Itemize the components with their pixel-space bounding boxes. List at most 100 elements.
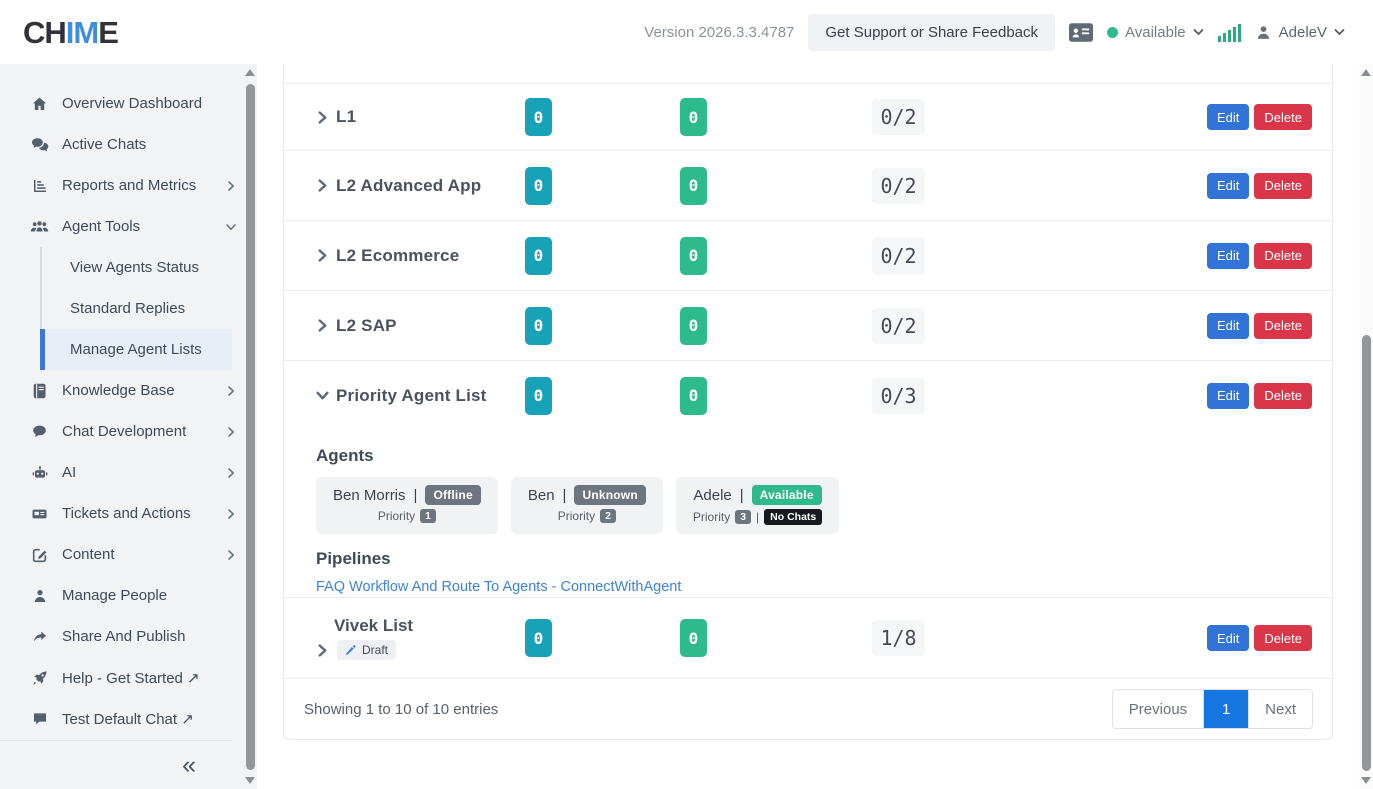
edit-button[interactable]: Edit [1207, 625, 1250, 651]
chat-bubble-icon [30, 423, 49, 440]
expand-chevron-icon[interactable] [316, 643, 329, 657]
expand-chevron-icon[interactable] [316, 179, 329, 192]
agent-status-badge: Unknown [574, 485, 646, 505]
agents-ratio-badge: 0/2 [872, 167, 925, 204]
app-logo: CHIME [23, 14, 119, 50]
list-name: L1 [336, 107, 357, 126]
sidebar-item-label: Agent Tools [62, 218, 141, 235]
edit-button[interactable]: Edit [1207, 104, 1250, 130]
delete-button[interactable]: Delete [1254, 104, 1312, 130]
sidebar-item-label: Active Chats [62, 136, 147, 153]
sidebar: Overview Dashboard Active Chats Reports … [0, 64, 257, 789]
expand-chevron-icon[interactable] [316, 110, 329, 124]
header-right: Version 2026.3.3.4787 Get Support or Sha… [644, 13, 1373, 51]
logo-text: CH [23, 14, 67, 50]
sidebar-item-agent-tools[interactable]: Agent Tools [0, 206, 257, 247]
scroll-down-arrow-icon[interactable] [1361, 777, 1371, 784]
priority-label: Priority [692, 510, 731, 524]
collapse-chevron-icon[interactable] [316, 389, 329, 402]
chats-icon [30, 136, 49, 153]
contact-card-icon[interactable] [1069, 22, 1094, 42]
priority-number-badge: 2 [600, 509, 616, 523]
previous-page-button[interactable]: Previous [1112, 690, 1204, 728]
home-icon [30, 95, 49, 112]
sidebar-item-content[interactable]: Content [0, 534, 257, 575]
agent-cards: Ben Morris | Offline Priority 1 Ben | Un… [316, 477, 1302, 534]
sidebar-item-label: Share And Publish [62, 628, 186, 645]
active-count-badge: 0 [525, 236, 552, 275]
delete-button[interactable]: Delete [1254, 242, 1312, 269]
page-1-button[interactable]: 1 [1203, 690, 1249, 728]
sidebar-item-label: Help - Get Started ↗ [62, 669, 200, 687]
active-count-badge: 0 [525, 376, 552, 415]
pipeline-link[interactable]: FAQ Workflow And Route To Agents - Conne… [316, 579, 682, 595]
agents-section-title: Agents [316, 446, 374, 465]
sidebar-item-knowledge-base[interactable]: Knowledge Base [0, 370, 257, 411]
agent-lists-card: L1 0 0 0/2 Edit Delete L2 Advanced App 0… [283, 64, 1333, 740]
scroll-up-arrow-icon[interactable] [1361, 69, 1371, 76]
sidebar-item-tickets-and-actions[interactable]: Tickets and Actions [0, 493, 257, 534]
sidebar-item-label: Reports and Metrics [62, 177, 197, 194]
agent-status-badge: Available [751, 485, 822, 505]
delete-button[interactable]: Delete [1254, 312, 1312, 339]
waiting-count-badge: 0 [680, 306, 707, 345]
sidebar-item-label: Overview Dashboard [62, 95, 203, 112]
agents-ratio-badge: 0/2 [872, 237, 925, 274]
signal-bars-icon[interactable] [1217, 23, 1241, 42]
edit-button[interactable]: Edit [1207, 312, 1250, 339]
sidebar-item-overview-dashboard[interactable]: Overview Dashboard [0, 83, 257, 124]
sidebar-subitem-view-agents-status[interactable]: View Agents Status [40, 247, 232, 288]
sidebar-item-ai[interactable]: AI [0, 452, 257, 493]
top-bar: CHIME Version 2026.3.3.4787 Get Support … [0, 0, 1373, 64]
delete-button[interactable]: Delete [1254, 172, 1312, 199]
priority-label: Priority [557, 509, 596, 523]
user-menu[interactable]: AdeleV [1255, 24, 1345, 41]
sidebar-collapse-button[interactable]: « [176, 752, 202, 779]
sidebar-item-active-chats[interactable]: Active Chats [0, 124, 257, 165]
version-label: Version 2026.3.3.4787 [644, 23, 795, 41]
sidebar-item-manage-people[interactable]: Manage People [0, 575, 257, 616]
person-icon [30, 587, 49, 604]
agents-ratio-badge: 0/2 [872, 307, 925, 344]
availability-dropdown[interactable]: Available [1107, 24, 1204, 41]
robot-icon [30, 464, 49, 481]
sidebar-subitem-standard-replies[interactable]: Standard Replies [40, 288, 232, 329]
delete-button[interactable]: Delete [1254, 625, 1312, 651]
list-name: L2 SAP [336, 315, 397, 335]
support-feedback-button[interactable]: Get Support or Share Feedback [808, 13, 1056, 51]
edit-button[interactable]: Edit [1207, 382, 1250, 409]
agent-list-row: L2 SAP 0 0 0/2 Edit Delete [284, 290, 1332, 360]
agent-list-row-expanded: Priority Agent List 0 0 0/3 Edit Delete [284, 360, 1332, 430]
scroll-up-arrow-icon[interactable] [245, 69, 255, 76]
next-page-button[interactable]: Next [1248, 690, 1312, 728]
sidebar-scrollbar[interactable] [243, 64, 257, 789]
sidebar-item-reports-and-metrics[interactable]: Reports and Metrics [0, 165, 257, 206]
scrollbar-thumb[interactable] [245, 84, 255, 770]
rocket-icon [30, 669, 49, 686]
sidebar-subitem-manage-agent-lists[interactable]: Manage Agent Lists [40, 329, 232, 370]
sidebar-item-test-default-chat[interactable]: Test Default Chat ↗ [0, 698, 257, 739]
edit-button[interactable]: Edit [1207, 172, 1250, 199]
chevron-down-icon [1334, 29, 1345, 35]
agent-status-badge: Offline [425, 485, 481, 505]
page-scrollbar[interactable] [1359, 64, 1373, 789]
sidebar-subitem-label: Standard Replies [70, 300, 186, 317]
sidebar-item-help-get-started[interactable]: Help - Get Started ↗ [0, 657, 257, 698]
expand-chevron-icon[interactable] [316, 319, 329, 332]
scroll-down-arrow-icon[interactable] [245, 777, 255, 784]
agent-list-row: L2 Advanced App 0 0 0/2 Edit Delete [284, 150, 1332, 220]
list-name: L2 Ecommerce [336, 245, 460, 265]
username-label: AdeleV [1278, 23, 1327, 41]
sidebar-item-share-and-publish[interactable]: Share And Publish [0, 616, 257, 657]
separator: | [413, 486, 418, 504]
scrollbar-thumb[interactable] [1361, 335, 1371, 771]
draft-badge[interactable]: Draft [337, 640, 397, 660]
edit-button[interactable]: Edit [1207, 242, 1250, 269]
agent-card: Ben Morris | Offline Priority 1 [316, 477, 498, 534]
delete-button[interactable]: Delete [1254, 382, 1312, 409]
chevron-right-icon [225, 385, 237, 397]
active-count-badge: 0 [525, 166, 552, 205]
sidebar-item-chat-development[interactable]: Chat Development [0, 411, 257, 452]
expand-chevron-icon[interactable] [316, 249, 329, 262]
logo-text: E [98, 14, 119, 50]
